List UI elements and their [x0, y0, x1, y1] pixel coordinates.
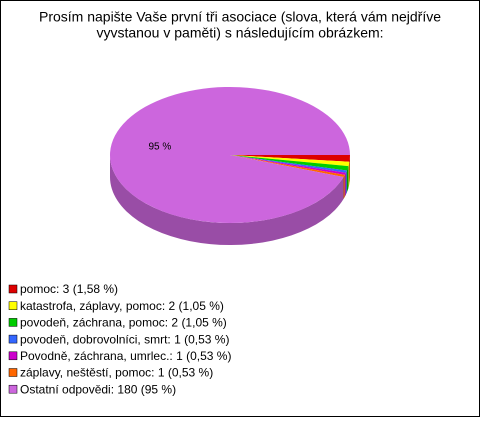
slice [230, 155, 349, 171]
slice-side [349, 155, 350, 184]
chart-title: vyvstanou v paměti) s následujícím obráz… [96, 25, 383, 41]
slice [230, 155, 345, 178]
legend-swatch [8, 284, 18, 294]
slice [230, 155, 347, 173]
slice-side [346, 166, 349, 193]
slice-side [110, 155, 344, 246]
legend-label: pomoc: 3 (1,58 %) [20, 282, 118, 296]
legend-label: záplavy, neštěstí, pomoc: 1 (0,53 %) [20, 366, 213, 380]
legend-label: Povodně, záchrana, umrlec.: 1 (0,53 %) [20, 349, 231, 363]
slice [109, 87, 350, 224]
slice-side [344, 172, 346, 197]
slice [230, 155, 346, 175]
legend-label: povodeň, dobrovolníci, smrt: 1 (0,53 %) [20, 332, 229, 346]
legend-swatch [8, 301, 18, 310]
legend-label: katastrofa, záplavy, pomoc: 2 (1,05 %) [20, 299, 224, 313]
legend-swatch [8, 368, 18, 377]
legend-label: povodeň, záchrana, pomoc: 2 (1,05 %) [20, 316, 227, 330]
slice-side [345, 170, 347, 195]
legend-swatch [8, 384, 18, 394]
slice-side [348, 161, 350, 189]
slice-side [343, 174, 345, 200]
legend-swatch [8, 318, 18, 327]
value-label: 95 % [148, 141, 171, 152]
legend-swatch [8, 351, 18, 361]
slice [230, 155, 350, 162]
legend-swatch [8, 334, 18, 344]
slice [230, 155, 350, 167]
chart-title: Prosím napište Vaše první tři asociace (… [39, 9, 441, 25]
legend-label: Ostatní odpovědi: 180 (95 %) [20, 382, 176, 396]
